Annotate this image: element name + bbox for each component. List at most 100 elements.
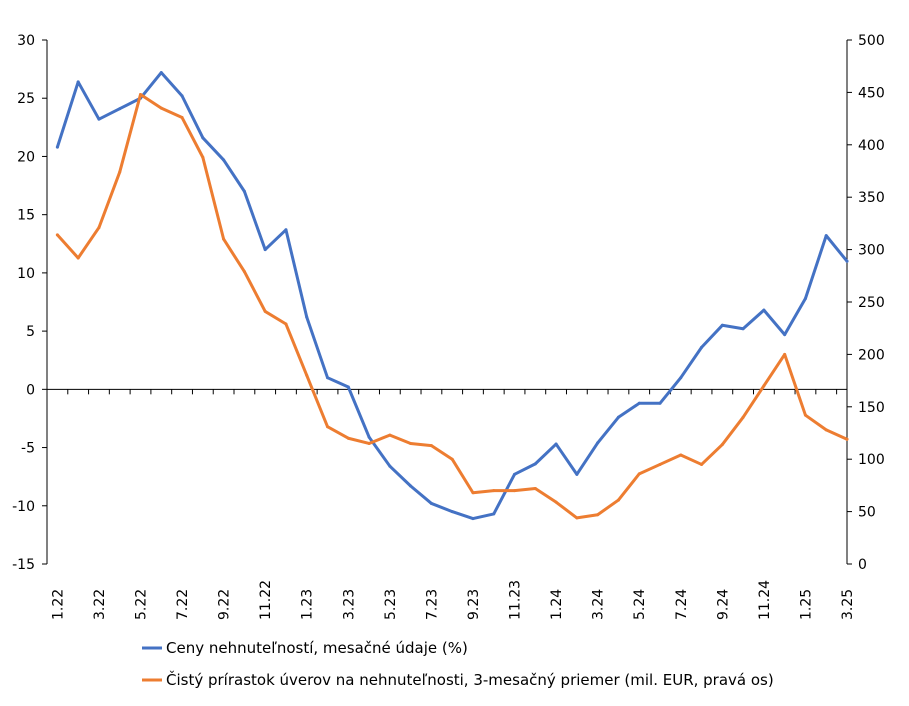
data-point [242,270,246,274]
data-point [326,376,330,380]
legend-label-1: Ceny nehnuteľností, mesačné údaje (%) [166,639,468,657]
right-tick-label: 250 [858,295,885,311]
data-point [783,352,787,356]
data-point [679,376,683,380]
x-tick-label: 9.24 [715,589,731,620]
right-tick-label: 100 [858,452,885,468]
data-point [284,228,288,232]
data-point [720,443,724,447]
x-tick-label: 5.22 [134,589,150,620]
data-point [471,491,475,495]
right-tick-label: 500 [858,33,885,49]
data-point [513,472,517,476]
data-point [346,436,350,440]
data-point [97,117,101,121]
data-point [305,373,309,377]
data-point [700,345,704,349]
left-tick-label: 25 [17,91,35,107]
x-tick-label: 7.23 [424,589,440,620]
data-point [554,500,558,504]
data-point [783,333,787,337]
x-tick-label: 7.22 [175,589,191,620]
data-point [139,92,143,96]
data-point [326,425,330,429]
data-point [429,501,433,505]
data-point [616,415,620,419]
left-tick-label: 30 [17,33,35,49]
right-tick-label: 350 [858,190,885,206]
data-point [741,415,745,419]
x-tick-label: 1.22 [50,589,66,620]
data-point [845,259,849,263]
data-point [201,155,205,159]
left-tick-label: -10 [12,499,35,515]
data-point [409,484,413,488]
data-point [305,315,309,319]
data-point [762,308,766,312]
x-tick-label: 11.22 [258,580,274,620]
data-point [55,145,59,149]
x-tick-label: 11.24 [757,580,773,620]
data-point [533,462,537,466]
x-tick-label: 3.25 [840,589,856,620]
left-tick-label: 5 [26,324,35,340]
series-line-2 [55,93,849,520]
left-tick-label: -5 [21,441,35,457]
data-point [388,433,392,437]
data-point [658,462,662,466]
data-point [180,116,184,120]
series-line-1 [55,71,849,521]
data-point [554,442,558,446]
data-point [180,94,184,98]
left-tick-label: 0 [26,382,35,398]
data-point [222,237,226,241]
x-tick-label: 1.23 [300,589,316,620]
data-point [658,401,662,405]
x-tick-label: 11.23 [508,580,524,620]
data-point [575,472,579,476]
x-tick-label: 3.24 [591,589,607,620]
data-point [242,189,246,193]
data-point [741,327,745,331]
data-point [596,441,600,445]
data-point [700,462,704,466]
data-point [159,106,163,110]
x-tick-label: 5.24 [632,589,648,620]
x-axis: 1.22 3.22 5.22 7.22 9.22 11.22 1.23 3.23 5.23 7.2… [46,388,856,620]
right-tick-label: 400 [858,138,885,154]
legend-label-2: Čistý prírastok úverov na nehnuteľnosti,… [166,670,774,689]
data-point [346,385,350,389]
x-tick-label: 5.23 [383,589,399,620]
data-point [201,136,205,140]
data-point [450,457,454,461]
left-tick-label: 15 [17,208,35,224]
data-point [845,437,849,441]
data-point [471,517,475,521]
data-point [284,322,288,326]
data-point [388,464,392,468]
data-point [720,323,724,327]
data-point [824,234,828,238]
data-point [263,309,267,313]
x-tick-label: 1.24 [549,589,565,620]
data-point [76,256,80,260]
data-point [492,489,496,493]
data-point [97,226,101,230]
data-point [429,444,433,448]
right-tick-label: 50 [858,505,876,521]
right-tick-label: 150 [858,400,885,416]
data-point [222,158,226,162]
data-point [263,248,267,252]
x-tick-label: 9.22 [217,589,233,620]
data-point [596,513,600,517]
x-tick-label: 3.23 [341,589,357,620]
x-tick-label: 9.23 [466,589,482,620]
data-point [159,71,163,75]
data-point [533,487,537,491]
data-point [679,453,683,457]
data-point [409,441,413,445]
data-point [367,435,371,439]
data-point [118,107,122,111]
data-point [616,498,620,502]
